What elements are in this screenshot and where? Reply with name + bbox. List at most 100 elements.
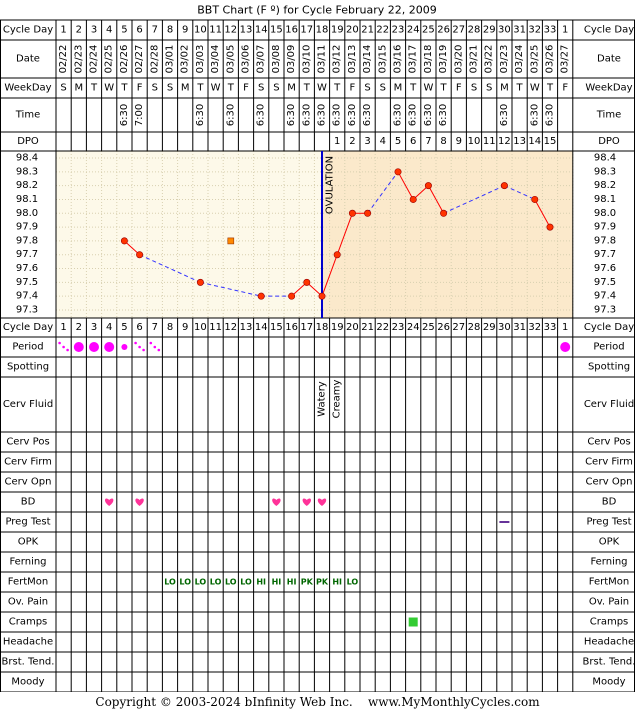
row-label-left: Date [16, 54, 40, 65]
cycle-day-cell: 1 [60, 25, 66, 36]
date-cell: 02/26 [119, 45, 130, 74]
cycle-day-cell: 5 [121, 25, 127, 36]
cycle-day-cell: 18 [316, 322, 329, 333]
ovulation-label: OVULATION [325, 156, 336, 214]
dpo-cell: 3 [364, 136, 370, 147]
row-label-right: Cramps [590, 617, 629, 628]
weekday-cell: T [440, 83, 448, 94]
date-cell: 03/07 [256, 45, 267, 74]
dpo-cell: 11 [483, 136, 496, 147]
row-label-left: Ov. Pain [8, 597, 48, 608]
cycle-day-cell: 27 [452, 322, 465, 333]
y-tick-label-right: 98.4 [594, 153, 616, 164]
site-link[interactable]: www.MyMonthlyCycles.com [368, 695, 540, 709]
cycle-day-cell: 4 [106, 25, 112, 36]
copyright-text: Copyright © 2003-2024 bInfinity Web Inc. [95, 695, 353, 709]
y-tick-label-right: 98.3 [594, 166, 616, 177]
cycle-day-cell: 26 [437, 322, 450, 333]
weekday-cell: W [317, 83, 327, 94]
y-tick-label-right: 97.8 [594, 235, 616, 246]
row-label-right: WeekDay [585, 83, 632, 94]
date-cell: 03/23 [499, 45, 510, 74]
weekday-cell: S [471, 83, 477, 94]
cycle-day-cell: 17 [300, 25, 313, 36]
row-label-left: Cycle Day [3, 322, 53, 333]
date-cell: 03/22 [484, 45, 495, 74]
cycle-day-cell: 21 [361, 25, 374, 36]
temp-point [364, 209, 372, 217]
dpo-cell: 7 [425, 136, 431, 147]
row-label-right: Preg Test [586, 517, 631, 528]
cycle-day-cell: 1 [562, 25, 568, 36]
weekday-cell: S [60, 83, 66, 94]
cycle-day-cell: 30 [498, 25, 511, 36]
date-cell: 03/01 [165, 45, 176, 74]
cycle-day-cell: 8 [167, 25, 173, 36]
time-cell: 6:30 [119, 104, 130, 126]
period-spot-marker [157, 348, 161, 352]
cycle-day-cell: 3 [91, 322, 97, 333]
temp-point [196, 278, 204, 286]
time-cell: 6:30 [545, 104, 556, 126]
y-tick-label-left: 97.4 [16, 291, 38, 302]
cycle-day-cell: 28 [468, 322, 481, 333]
temp-point [303, 278, 311, 286]
date-cell: 03/08 [271, 45, 282, 74]
dpo-cell: 1 [334, 136, 340, 147]
cerv-fluid-cell: Watery [317, 381, 328, 417]
dpo-cell: 15 [544, 136, 557, 147]
cycle-day-cell: 8 [167, 322, 173, 333]
row-label-right: Spotting [588, 362, 630, 373]
weekday-cell: S [258, 83, 264, 94]
cycle-day-cell: 22 [376, 25, 389, 36]
date-cell: 03/14 [362, 45, 373, 74]
temp-point [288, 292, 296, 300]
cycle-day-cell: 15 [270, 322, 283, 333]
weekday-cell: T [90, 83, 98, 94]
time-cell: 6:30 [438, 104, 449, 126]
bd-heart-icon [272, 498, 281, 506]
period-spot-marker [149, 341, 153, 345]
row-label-right: Date [597, 54, 621, 65]
weekday-cell: T [196, 83, 204, 94]
cycle-day-cell: 33 [544, 322, 557, 333]
cycle-day-cell: 9 [182, 322, 188, 333]
cycle-day-cell: 18 [316, 25, 329, 36]
temp-point [531, 195, 539, 203]
weekday-cell: M [394, 83, 403, 94]
cycle-day-cell: 23 [392, 25, 405, 36]
row-label-left: Time [15, 110, 40, 121]
time-cell: 6:30 [195, 104, 206, 126]
row-label-right: Cycle Day [584, 322, 634, 333]
date-cell: 03/15 [377, 45, 388, 74]
cycle-day-cell: 32 [528, 322, 541, 333]
weekday-cell: F [137, 83, 143, 94]
dpo-cell: 2 [349, 136, 355, 147]
y-tick-label-left: 98.2 [16, 180, 38, 191]
weekday-cell: M [181, 83, 190, 94]
excluded-temp-point [227, 237, 235, 245]
temp-line-segment [397, 171, 414, 200]
cramps-marker [408, 617, 418, 627]
row-label-right: FertMon [589, 577, 629, 588]
date-cell: 03/13 [347, 45, 358, 74]
temp-gap-segment [367, 171, 399, 214]
cycle-day-cell: 14 [255, 25, 268, 36]
period-spot-marker [134, 341, 137, 345]
date-cell: 03/06 [241, 45, 252, 74]
cycle-day-cell: 27 [452, 25, 465, 36]
row-label-left: Cycle Day [3, 25, 53, 36]
period-light-marker [121, 344, 128, 350]
row-label-right: Cerv Fluid [584, 399, 634, 410]
cycle-day-cell: 14 [255, 322, 268, 333]
date-cell: 03/09 [286, 45, 297, 74]
dpo-cell: 10 [468, 136, 481, 147]
temp-point [257, 292, 265, 300]
cycle-day-cell: 10 [194, 322, 207, 333]
cycle-day-cell: 22 [376, 322, 389, 333]
weekday-cell: T [303, 83, 311, 94]
y-tick-label-left: 97.8 [16, 235, 38, 246]
fertmon-cell: PK [316, 578, 329, 587]
temp-point [348, 209, 356, 217]
weekday-cell: W [104, 83, 114, 94]
